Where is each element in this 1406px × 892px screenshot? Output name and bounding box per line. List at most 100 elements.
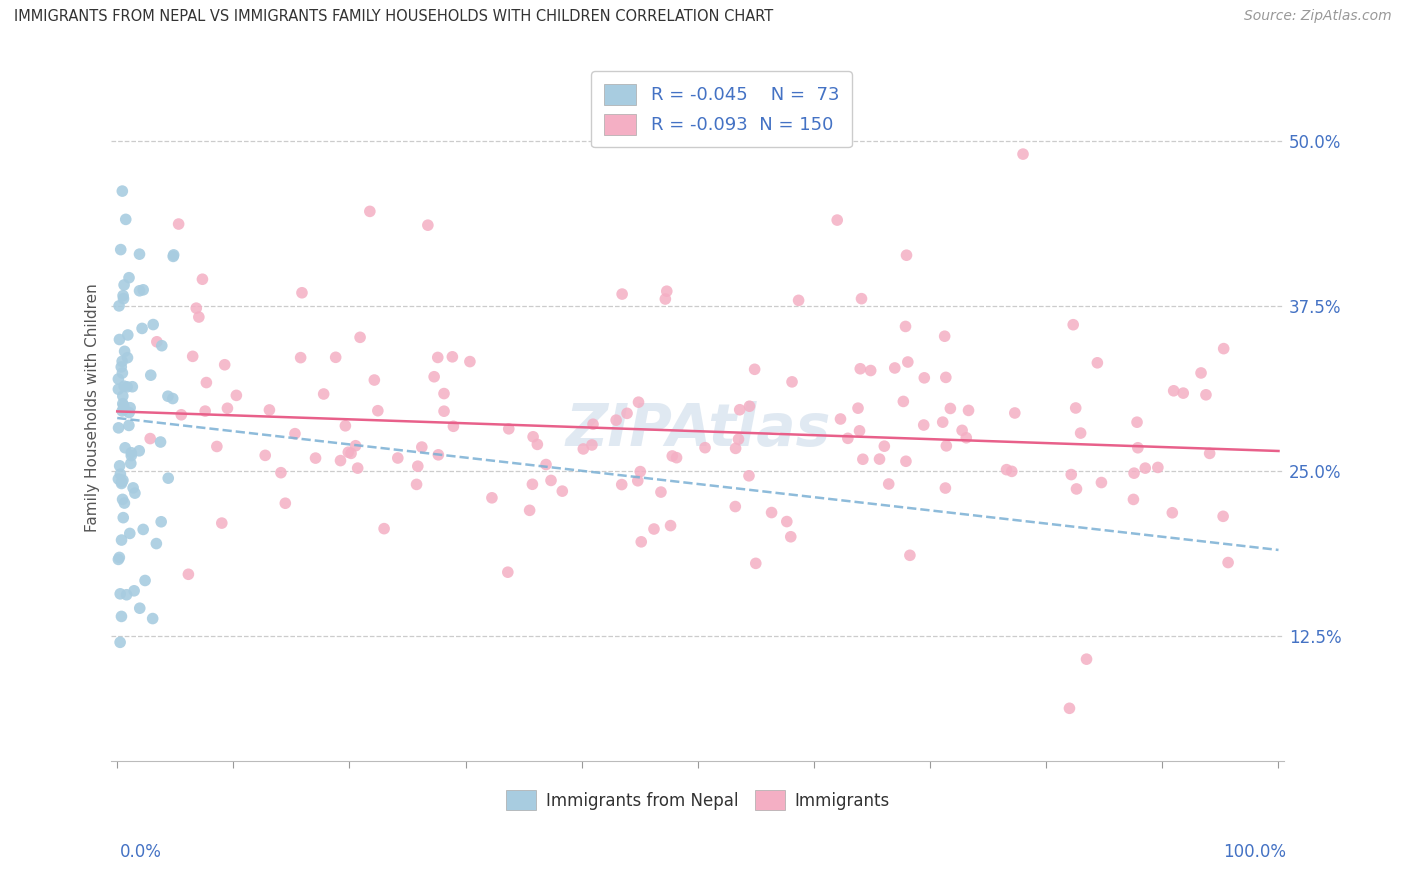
Point: [1004, 406, 1026, 420]
Point: [540, 474, 562, 488]
Point: [325, 351, 347, 365]
Point: [1163, 384, 1185, 398]
Point: [846, 401, 869, 416]
Point: [150, 339, 173, 353]
Point: [112, 510, 135, 524]
Point: [107, 421, 129, 435]
Point: [837, 431, 859, 445]
Point: [1198, 446, 1220, 460]
Point: [852, 452, 875, 467]
Point: [359, 204, 381, 219]
Point: [162, 249, 184, 263]
Point: [363, 373, 385, 387]
Point: [1161, 506, 1184, 520]
Y-axis label: Family Households with Children: Family Households with Children: [86, 284, 100, 533]
Point: [897, 355, 920, 369]
Point: [873, 439, 896, 453]
Point: [616, 406, 638, 420]
Point: [111, 389, 134, 403]
Point: [290, 351, 312, 365]
Point: [627, 474, 650, 488]
Point: [274, 496, 297, 510]
Point: [340, 446, 363, 460]
Point: [107, 382, 129, 396]
Point: [934, 329, 956, 343]
Point: [112, 277, 135, 292]
Point: [349, 330, 371, 344]
Point: [146, 334, 169, 349]
Point: [526, 437, 548, 451]
Point: [1216, 556, 1239, 570]
Point: [851, 292, 873, 306]
Point: [225, 388, 247, 402]
Point: [329, 453, 352, 467]
Point: [205, 440, 228, 454]
Point: [848, 424, 870, 438]
Point: [628, 465, 651, 479]
Point: [108, 458, 131, 473]
Point: [110, 587, 132, 601]
Point: [955, 431, 977, 445]
Point: [519, 503, 541, 517]
Point: [650, 485, 672, 500]
Point: [610, 287, 633, 301]
Point: [1090, 475, 1112, 490]
Point: [131, 321, 153, 335]
Point: [118, 405, 141, 419]
Point: [830, 412, 852, 426]
Point: [111, 397, 134, 411]
Point: [110, 467, 132, 481]
Point: [883, 361, 905, 376]
Point: [132, 283, 155, 297]
Point: [110, 359, 132, 374]
Point: [132, 523, 155, 537]
Text: IMMIGRANTS FROM NEPAL VS IMMIGRANTS FAMILY HOUSEHOLDS WITH CHILDREN CORRELATION : IMMIGRANTS FROM NEPAL VS IMMIGRANTS FAMI…: [14, 9, 773, 24]
Point: [898, 549, 921, 563]
Point: [170, 408, 193, 422]
Point: [110, 476, 132, 491]
Point: [122, 481, 145, 495]
Point: [195, 376, 218, 390]
Point: [124, 486, 146, 500]
Point: [406, 459, 429, 474]
Point: [654, 292, 676, 306]
Point: [112, 399, 135, 413]
Point: [869, 452, 891, 467]
Point: [211, 516, 233, 530]
Point: [291, 285, 314, 300]
Point: [149, 435, 172, 450]
Point: [896, 248, 918, 262]
Point: [162, 392, 184, 406]
Point: [108, 635, 131, 649]
Point: [112, 292, 135, 306]
Point: [367, 403, 389, 417]
Point: [995, 463, 1018, 477]
Point: [627, 395, 650, 409]
Point: [142, 318, 165, 332]
Point: [643, 522, 665, 536]
Point: [727, 432, 749, 446]
Point: [761, 506, 783, 520]
Point: [728, 402, 751, 417]
Point: [128, 443, 150, 458]
Point: [142, 611, 165, 625]
Point: [114, 344, 136, 359]
Point: [128, 601, 150, 615]
Point: [157, 471, 180, 485]
Point: [111, 404, 134, 418]
Point: [115, 380, 138, 394]
Point: [110, 609, 132, 624]
Text: 0.0%: 0.0%: [120, 843, 162, 861]
Point: [111, 184, 134, 198]
Point: [1135, 461, 1157, 475]
Point: [217, 401, 239, 416]
Point: [610, 477, 633, 491]
Point: [1195, 388, 1218, 402]
Point: [120, 457, 142, 471]
Point: [1123, 466, 1146, 480]
Point: [1001, 464, 1024, 478]
Point: [780, 375, 803, 389]
Point: [405, 477, 427, 491]
Point: [1126, 415, 1149, 429]
Point: [128, 247, 150, 261]
